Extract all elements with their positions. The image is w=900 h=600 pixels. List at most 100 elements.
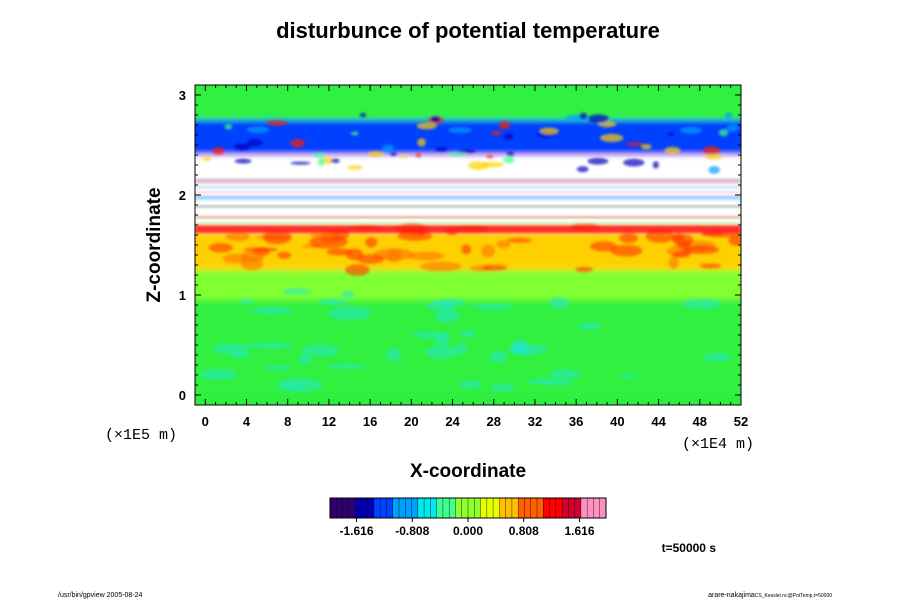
- field-stripe: [195, 222, 741, 224]
- x-tick-label: 52: [734, 414, 748, 429]
- colorbar-tick-label: 0.000: [453, 524, 483, 538]
- x-tick-label: 24: [445, 414, 460, 429]
- field-blob: [625, 142, 645, 146]
- field-blob: [212, 146, 225, 156]
- field-blob: [246, 126, 270, 134]
- y-tick-label: 3: [179, 88, 186, 103]
- field-blob: [435, 146, 448, 152]
- field-blob: [458, 380, 481, 390]
- x-tick-label: 44: [651, 414, 666, 429]
- colorbar-segment: [417, 498, 425, 518]
- colorbar-segment: [543, 498, 550, 518]
- x-tick-label: 8: [284, 414, 291, 429]
- field-blob: [282, 288, 311, 295]
- colorbar-segment: [518, 498, 525, 518]
- colorbar-segment: [474, 498, 481, 518]
- field-blob: [420, 261, 462, 272]
- field-blob: [702, 146, 721, 155]
- colorbar: [329, 497, 607, 519]
- colorbar-segment: [537, 498, 544, 518]
- colorbar-segment: [468, 498, 475, 518]
- colorbar-segment: [486, 498, 494, 518]
- field-blob: [610, 244, 643, 257]
- field-band: [195, 90, 741, 120]
- colorbar-segment: [330, 498, 337, 518]
- x-tick-label: 28: [487, 414, 501, 429]
- field-blob: [430, 116, 441, 123]
- field-blob: [619, 233, 639, 244]
- field-blob: [225, 231, 251, 242]
- field-blob: [222, 253, 249, 264]
- field-blob: [433, 298, 467, 308]
- x-tick-label: 0: [202, 414, 209, 429]
- field-stripe: [195, 196, 741, 198]
- field-blob: [234, 158, 252, 164]
- field-blob: [511, 338, 527, 353]
- field-blob: [318, 298, 348, 305]
- field-blob: [350, 131, 359, 136]
- field-blob: [330, 158, 340, 164]
- field-blob: [264, 365, 293, 371]
- field-blob: [681, 245, 720, 254]
- field-blob: [202, 156, 211, 162]
- field-blob: [342, 290, 355, 299]
- field-blob: [365, 237, 378, 248]
- field-blob: [471, 304, 515, 310]
- field-blob: [682, 298, 722, 310]
- field-blob: [435, 309, 460, 323]
- field-blob: [668, 256, 679, 269]
- field-blob: [589, 241, 617, 252]
- field-blob: [373, 248, 415, 261]
- field-blob: [506, 151, 515, 157]
- field-blob: [290, 161, 311, 165]
- field-blob: [447, 152, 467, 156]
- colorbar-segment: [568, 498, 575, 518]
- colorbar-segment: [442, 498, 450, 518]
- colorbar-segment: [530, 498, 538, 518]
- colorbar-segment: [593, 498, 601, 518]
- field-blob: [576, 166, 589, 173]
- field-blob: [490, 383, 515, 392]
- field-blob: [250, 307, 295, 315]
- field-blob: [302, 344, 339, 357]
- colorbar-segment: [367, 498, 375, 518]
- field-detail: [195, 112, 741, 392]
- field-stripe: [195, 179, 741, 181]
- x-tick-label: 4: [243, 414, 251, 429]
- x-axis: 0 4 8 12 16 20 24 28 32 36 40 44 48 52: [202, 85, 748, 429]
- colorbar-segment: [599, 498, 607, 518]
- colorbar-segment: [505, 498, 513, 518]
- field-blob: [539, 127, 559, 135]
- colorbar-segment: [355, 498, 362, 518]
- field-blob: [652, 161, 659, 169]
- colorbar-tick-label: -1.616: [339, 524, 373, 538]
- field-blob: [389, 151, 398, 156]
- colorbar-segment: [499, 498, 506, 518]
- field-blob: [309, 231, 342, 238]
- field-blob: [481, 244, 496, 258]
- field-stripe: [195, 191, 741, 193]
- field-blob: [599, 133, 624, 143]
- field-blob: [708, 165, 721, 174]
- y-axis: 0 1 2 3: [179, 88, 741, 403]
- field-blob: [327, 363, 367, 369]
- field-blob: [417, 138, 426, 147]
- x-tick-label: 36: [569, 414, 583, 429]
- field-blob: [619, 374, 638, 379]
- field-blob: [549, 369, 582, 379]
- colorbar-segment: [587, 498, 594, 518]
- y-axis-label: Z-coordinate: [144, 187, 165, 302]
- field-blob: [679, 126, 702, 135]
- field-blob: [672, 251, 691, 258]
- field-blob: [455, 342, 468, 355]
- field-stripe: [195, 198, 741, 201]
- field-blob: [671, 234, 694, 246]
- colorbar-segment: [549, 498, 557, 518]
- colorbar-segment: [411, 498, 419, 518]
- plot-area: [195, 85, 741, 405]
- field-blob: [482, 264, 508, 271]
- field-stripe: [195, 206, 741, 208]
- field-blob: [367, 151, 384, 158]
- colorbar-segment: [424, 498, 431, 518]
- x-tick-label: 40: [610, 414, 624, 429]
